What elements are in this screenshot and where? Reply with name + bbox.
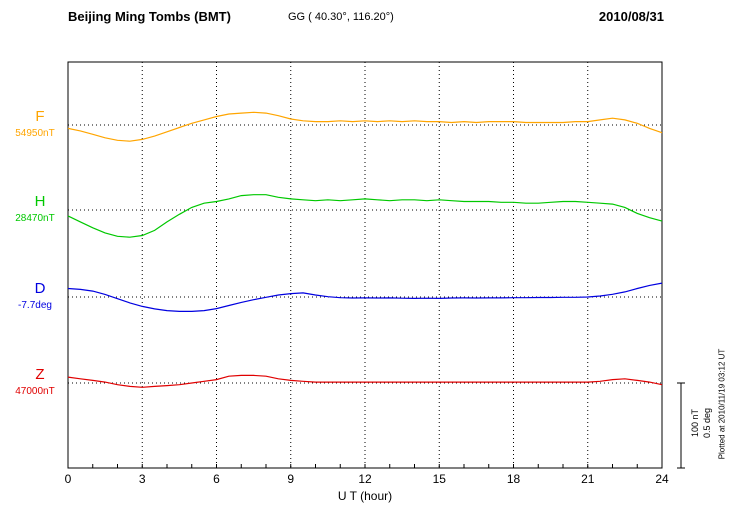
trace-f <box>67 111 663 142</box>
component-label-h: H <box>34 193 46 210</box>
scale-label-nt: 100 nT <box>690 408 700 438</box>
geographic-coordinates: GG ( 40.30°, 116.20°) <box>288 11 394 23</box>
scale-bar <box>677 382 685 469</box>
trace-z <box>67 374 663 388</box>
x-tick-label: 24 <box>655 472 669 486</box>
trace-d <box>67 282 663 312</box>
x-tick-label: 15 <box>432 472 446 486</box>
x-tick-label: 21 <box>581 472 595 486</box>
scale-label-deg: 0.5 deg <box>702 407 712 439</box>
trace-h <box>67 194 663 238</box>
x-tick-label: 9 <box>287 472 295 486</box>
x-tick-label: 0 <box>64 472 72 486</box>
x-tick-label: 12 <box>358 472 372 486</box>
plot-date: 2010/08/31 <box>598 9 664 24</box>
station-title: Beijing Ming Tombs (BMT) <box>68 9 231 24</box>
baseline-value-d: -7.7deg <box>18 300 52 311</box>
component-label-f: F <box>35 108 45 125</box>
x-tick-label: 6 <box>213 472 220 486</box>
plotted-at-note: Plotted at 2010/11/19 03:12 UT <box>717 348 727 460</box>
baseline-value-h: 28470nT <box>15 213 55 224</box>
x-axis-label: U T (hour) <box>337 489 393 503</box>
baseline-value-f: 54950nT <box>15 128 55 139</box>
component-label-d: D <box>34 280 46 297</box>
x-tick-label: 3 <box>138 472 146 486</box>
baseline-value-z: 47000nT <box>15 386 55 397</box>
x-tick-label: 18 <box>506 472 521 486</box>
component-label-z: Z <box>35 366 45 383</box>
